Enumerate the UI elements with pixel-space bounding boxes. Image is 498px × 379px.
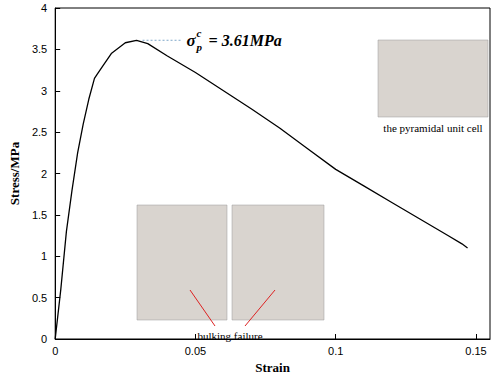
- svg-text:c: c: [197, 27, 202, 39]
- svg-text:Strain: Strain: [255, 360, 290, 375]
- svg-text:2: 2: [41, 168, 47, 180]
- svg-text:Stress/MPa: Stress/MPa: [7, 141, 22, 205]
- svg-text:= 3.61MPa: = 3.61MPa: [205, 32, 282, 49]
- svg-text:0.05: 0.05: [185, 345, 206, 357]
- svg-text:0: 0: [41, 333, 47, 345]
- svg-text:3: 3: [41, 85, 47, 97]
- svg-text:4: 4: [41, 2, 47, 14]
- svg-text:0.5: 0.5: [32, 292, 47, 304]
- svg-text:2.5: 2.5: [32, 126, 47, 138]
- svg-text:p: p: [196, 41, 203, 53]
- svg-text:σ: σ: [187, 31, 197, 50]
- svg-text:3.5: 3.5: [32, 43, 47, 55]
- svg-text:1.5: 1.5: [32, 209, 47, 221]
- svg-text:the pyramidal unit cell: the pyramidal unit cell: [383, 122, 482, 134]
- svg-text:1: 1: [41, 250, 47, 262]
- svg-text:0.15: 0.15: [465, 345, 486, 357]
- svg-text:bulking failure: bulking failure: [197, 329, 263, 342]
- svg-text:0.1: 0.1: [328, 345, 343, 357]
- svg-text:0: 0: [52, 345, 58, 357]
